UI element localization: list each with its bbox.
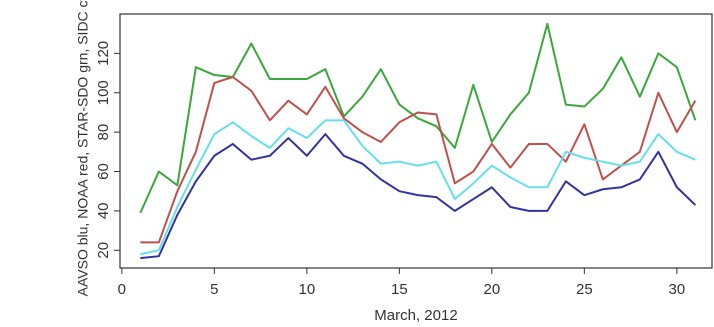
y-tick-label: 80 xyxy=(95,124,112,141)
y-tick-label: 120 xyxy=(95,41,112,66)
x-tick-label: 0 xyxy=(118,281,126,298)
x-tick-label: 5 xyxy=(210,281,218,298)
plot-frame xyxy=(119,13,713,269)
x-axis-label: March, 2012 xyxy=(374,307,457,324)
y-axis-label: AAVSO blu, NOAA red, STAR-SDO grn, SIDC … xyxy=(75,0,91,296)
series-line xyxy=(140,76,697,244)
x-tick-label: 15 xyxy=(391,281,408,298)
x-tick-label: 20 xyxy=(484,281,501,298)
y-tick-label: 100 xyxy=(95,80,112,105)
series-line xyxy=(139,22,697,214)
y-tick-label: 40 xyxy=(95,203,112,220)
series-line xyxy=(140,119,696,256)
y-tick-label: 20 xyxy=(95,242,112,259)
x-tick-label: 30 xyxy=(669,281,686,298)
y-tick-label: 60 xyxy=(95,163,112,180)
series-line xyxy=(140,133,697,260)
x-tick-label: 10 xyxy=(299,281,316,298)
x-tick-label: 25 xyxy=(576,281,593,298)
